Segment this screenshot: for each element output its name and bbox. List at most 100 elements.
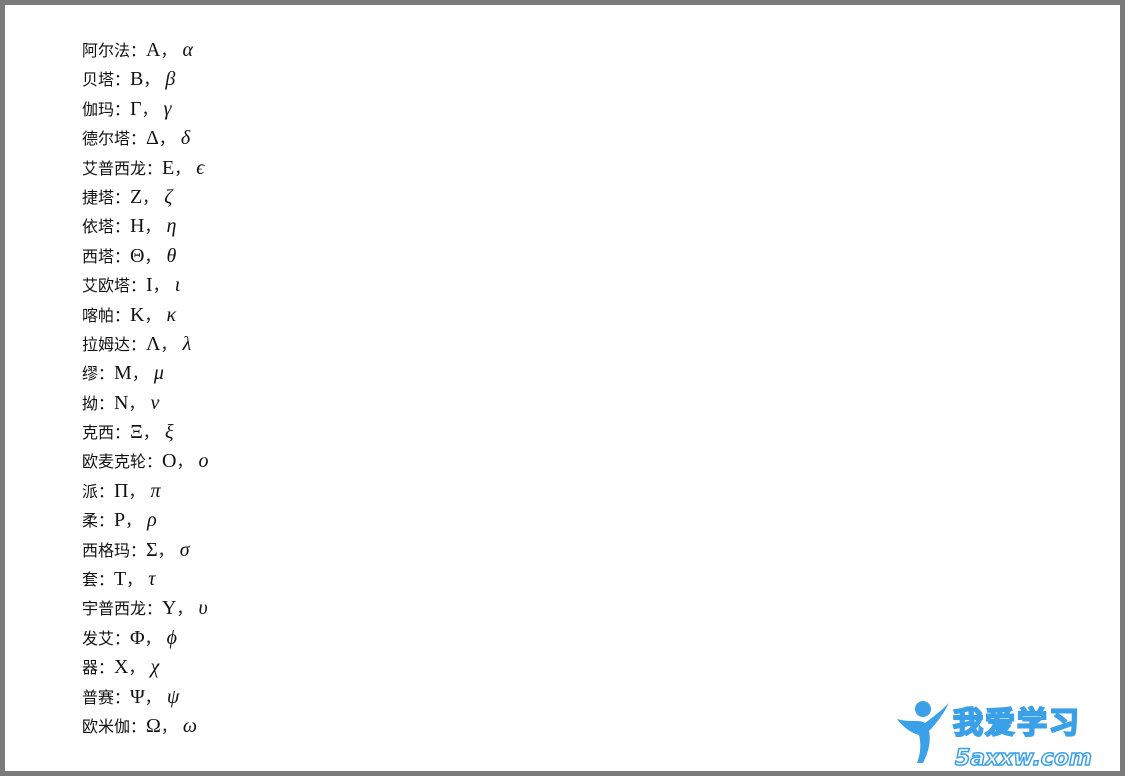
colon-separator: ：: [114, 217, 131, 237]
letter-chinese-name: 拗: [82, 393, 99, 413]
uppercase-letter: P: [114, 509, 126, 532]
comma-separator: ，: [176, 599, 193, 619]
letter-chinese-name: 套: [82, 570, 99, 590]
greek-letter-row: 欧麦克轮： O， o: [82, 447, 209, 476]
comma-separator: ，: [128, 658, 145, 678]
uppercase-letter: Λ: [146, 332, 161, 355]
greek-letter-row: 艾普西龙： E， ϵ: [82, 154, 209, 183]
letter-chinese-name: 贝塔: [82, 70, 115, 90]
letter-chinese-name: 发艾: [82, 628, 115, 648]
comma-separator: ，: [174, 158, 191, 178]
greek-letter-row: 柔： P， ρ: [82, 506, 209, 535]
logo-wordmark: 我爱学习: [953, 706, 1081, 741]
lowercase-letter: β: [165, 68, 176, 91]
uppercase-letter: X: [114, 656, 129, 679]
lowercase-letter: θ: [166, 244, 177, 267]
comma-separator: ，: [144, 628, 161, 648]
colon-separator: ：: [114, 305, 131, 325]
comma-separator: ，: [144, 305, 161, 325]
letter-chinese-name: 喀帕: [82, 305, 115, 325]
colon-separator: ：: [114, 423, 131, 443]
comma-separator: ，: [158, 129, 175, 149]
letter-chinese-name: 伽玛: [82, 99, 115, 119]
uppercase-letter: H: [130, 215, 145, 238]
colon-separator: ：: [130, 540, 147, 560]
greek-letter-row: 西格玛： Σ， σ: [82, 536, 209, 565]
greek-letter-row: 拉姆达： Λ， λ: [82, 330, 209, 359]
lowercase-letter: ξ: [164, 421, 174, 444]
colon-separator: ：: [130, 716, 147, 736]
lowercase-letter: υ: [198, 597, 208, 620]
letter-chinese-name: 捷塔: [82, 187, 115, 207]
uppercase-letter: A: [146, 39, 161, 61]
greek-letter-row: 派： Π， π: [82, 477, 209, 506]
colon-separator: ：: [98, 658, 115, 678]
comma-separator: ，: [144, 217, 161, 237]
lowercase-letter: ϕ: [166, 626, 178, 649]
letter-chinese-name: 西塔: [82, 246, 115, 266]
letter-chinese-name: 宇普西龙: [82, 599, 147, 619]
colon-separator: ：: [114, 187, 131, 207]
colon-separator: ：: [114, 628, 131, 648]
greek-letter-row: 克西： Ξ， ξ: [82, 418, 209, 447]
lowercase-letter: ι: [174, 274, 181, 297]
comma-separator: ，: [160, 334, 177, 354]
letter-chinese-name: 艾欧塔: [82, 276, 131, 296]
comma-separator: ，: [126, 570, 143, 590]
lowercase-letter: ρ: [147, 509, 157, 532]
greek-letter-row: 缪： M， μ: [82, 359, 209, 388]
lowercase-letter: π: [150, 479, 161, 502]
colon-separator: ：: [146, 452, 163, 472]
greek-letter-row: 贝塔： B， β: [82, 65, 209, 94]
watermark-logo-graphic: 我爱学习 5axxw.com: [897, 701, 1093, 771]
letter-chinese-name: 普赛: [82, 687, 115, 707]
colon-separator: ：: [130, 334, 147, 354]
greek-letter-row: 套： T， τ: [82, 565, 209, 594]
letter-chinese-name: 依塔: [82, 217, 115, 237]
greek-letter-row: 拗： N， ν: [82, 389, 209, 418]
greek-letter-row: 普赛： Ψ， ψ: [82, 683, 209, 712]
lowercase-letter: ϵ: [196, 156, 205, 179]
lowercase-letter: o: [198, 450, 209, 473]
letter-chinese-name: 德尔塔: [82, 129, 131, 149]
greek-letter-row: 伽玛： Γ， γ: [82, 95, 209, 124]
comma-separator: ，: [142, 423, 159, 443]
greek-letter-row: 喀帕： K， κ: [82, 301, 209, 330]
uppercase-letter: Υ: [162, 597, 177, 620]
uppercase-letter: I: [146, 274, 153, 297]
greek-letter-list: 阿尔法： A， α 贝塔： B， β 伽玛： Γ， γ 德尔塔： Δ， δ 艾普西龙： E， ϵ 捷塔： Z， ζ…: [82, 36, 209, 741]
lowercase-letter: ψ: [166, 685, 180, 708]
lowercase-letter: σ: [179, 538, 190, 561]
uppercase-letter: T: [114, 568, 127, 591]
uppercase-letter: Δ: [146, 127, 159, 150]
letter-chinese-name: 拉姆达: [82, 334, 131, 354]
letter-chinese-name: 器: [82, 658, 99, 678]
uppercase-letter: N: [114, 391, 129, 414]
letter-chinese-name: 西格玛: [82, 540, 131, 560]
comma-separator: ，: [143, 70, 160, 90]
colon-separator: ：: [146, 158, 163, 178]
colon-separator: ：: [114, 70, 131, 90]
uppercase-letter: Π: [114, 479, 129, 502]
logo-domain: 5axxw.com: [955, 746, 1092, 771]
colon-separator: ：: [114, 246, 131, 266]
comma-separator: ，: [157, 540, 174, 560]
colon-separator: ：: [98, 481, 115, 501]
colon-separator: ：: [98, 511, 115, 531]
comma-separator: ，: [128, 481, 145, 501]
uppercase-letter: Ξ: [130, 421, 143, 444]
uppercase-letter: O: [162, 450, 177, 473]
comma-separator: ，: [131, 364, 148, 384]
lowercase-letter: γ: [163, 97, 172, 120]
greek-letter-row: 宇普西龙： Υ， υ: [82, 594, 209, 623]
comma-separator: ，: [152, 276, 169, 296]
comma-separator: ，: [142, 187, 159, 207]
lowercase-letter: ζ: [164, 185, 173, 208]
lowercase-letter: δ: [180, 127, 191, 150]
uppercase-letter: Ω: [146, 714, 161, 737]
letter-chinese-name: 派: [82, 481, 99, 501]
letter-chinese-name: 阿尔法: [82, 41, 131, 60]
comma-separator: ，: [128, 393, 145, 413]
comma-separator: ，: [141, 99, 158, 119]
